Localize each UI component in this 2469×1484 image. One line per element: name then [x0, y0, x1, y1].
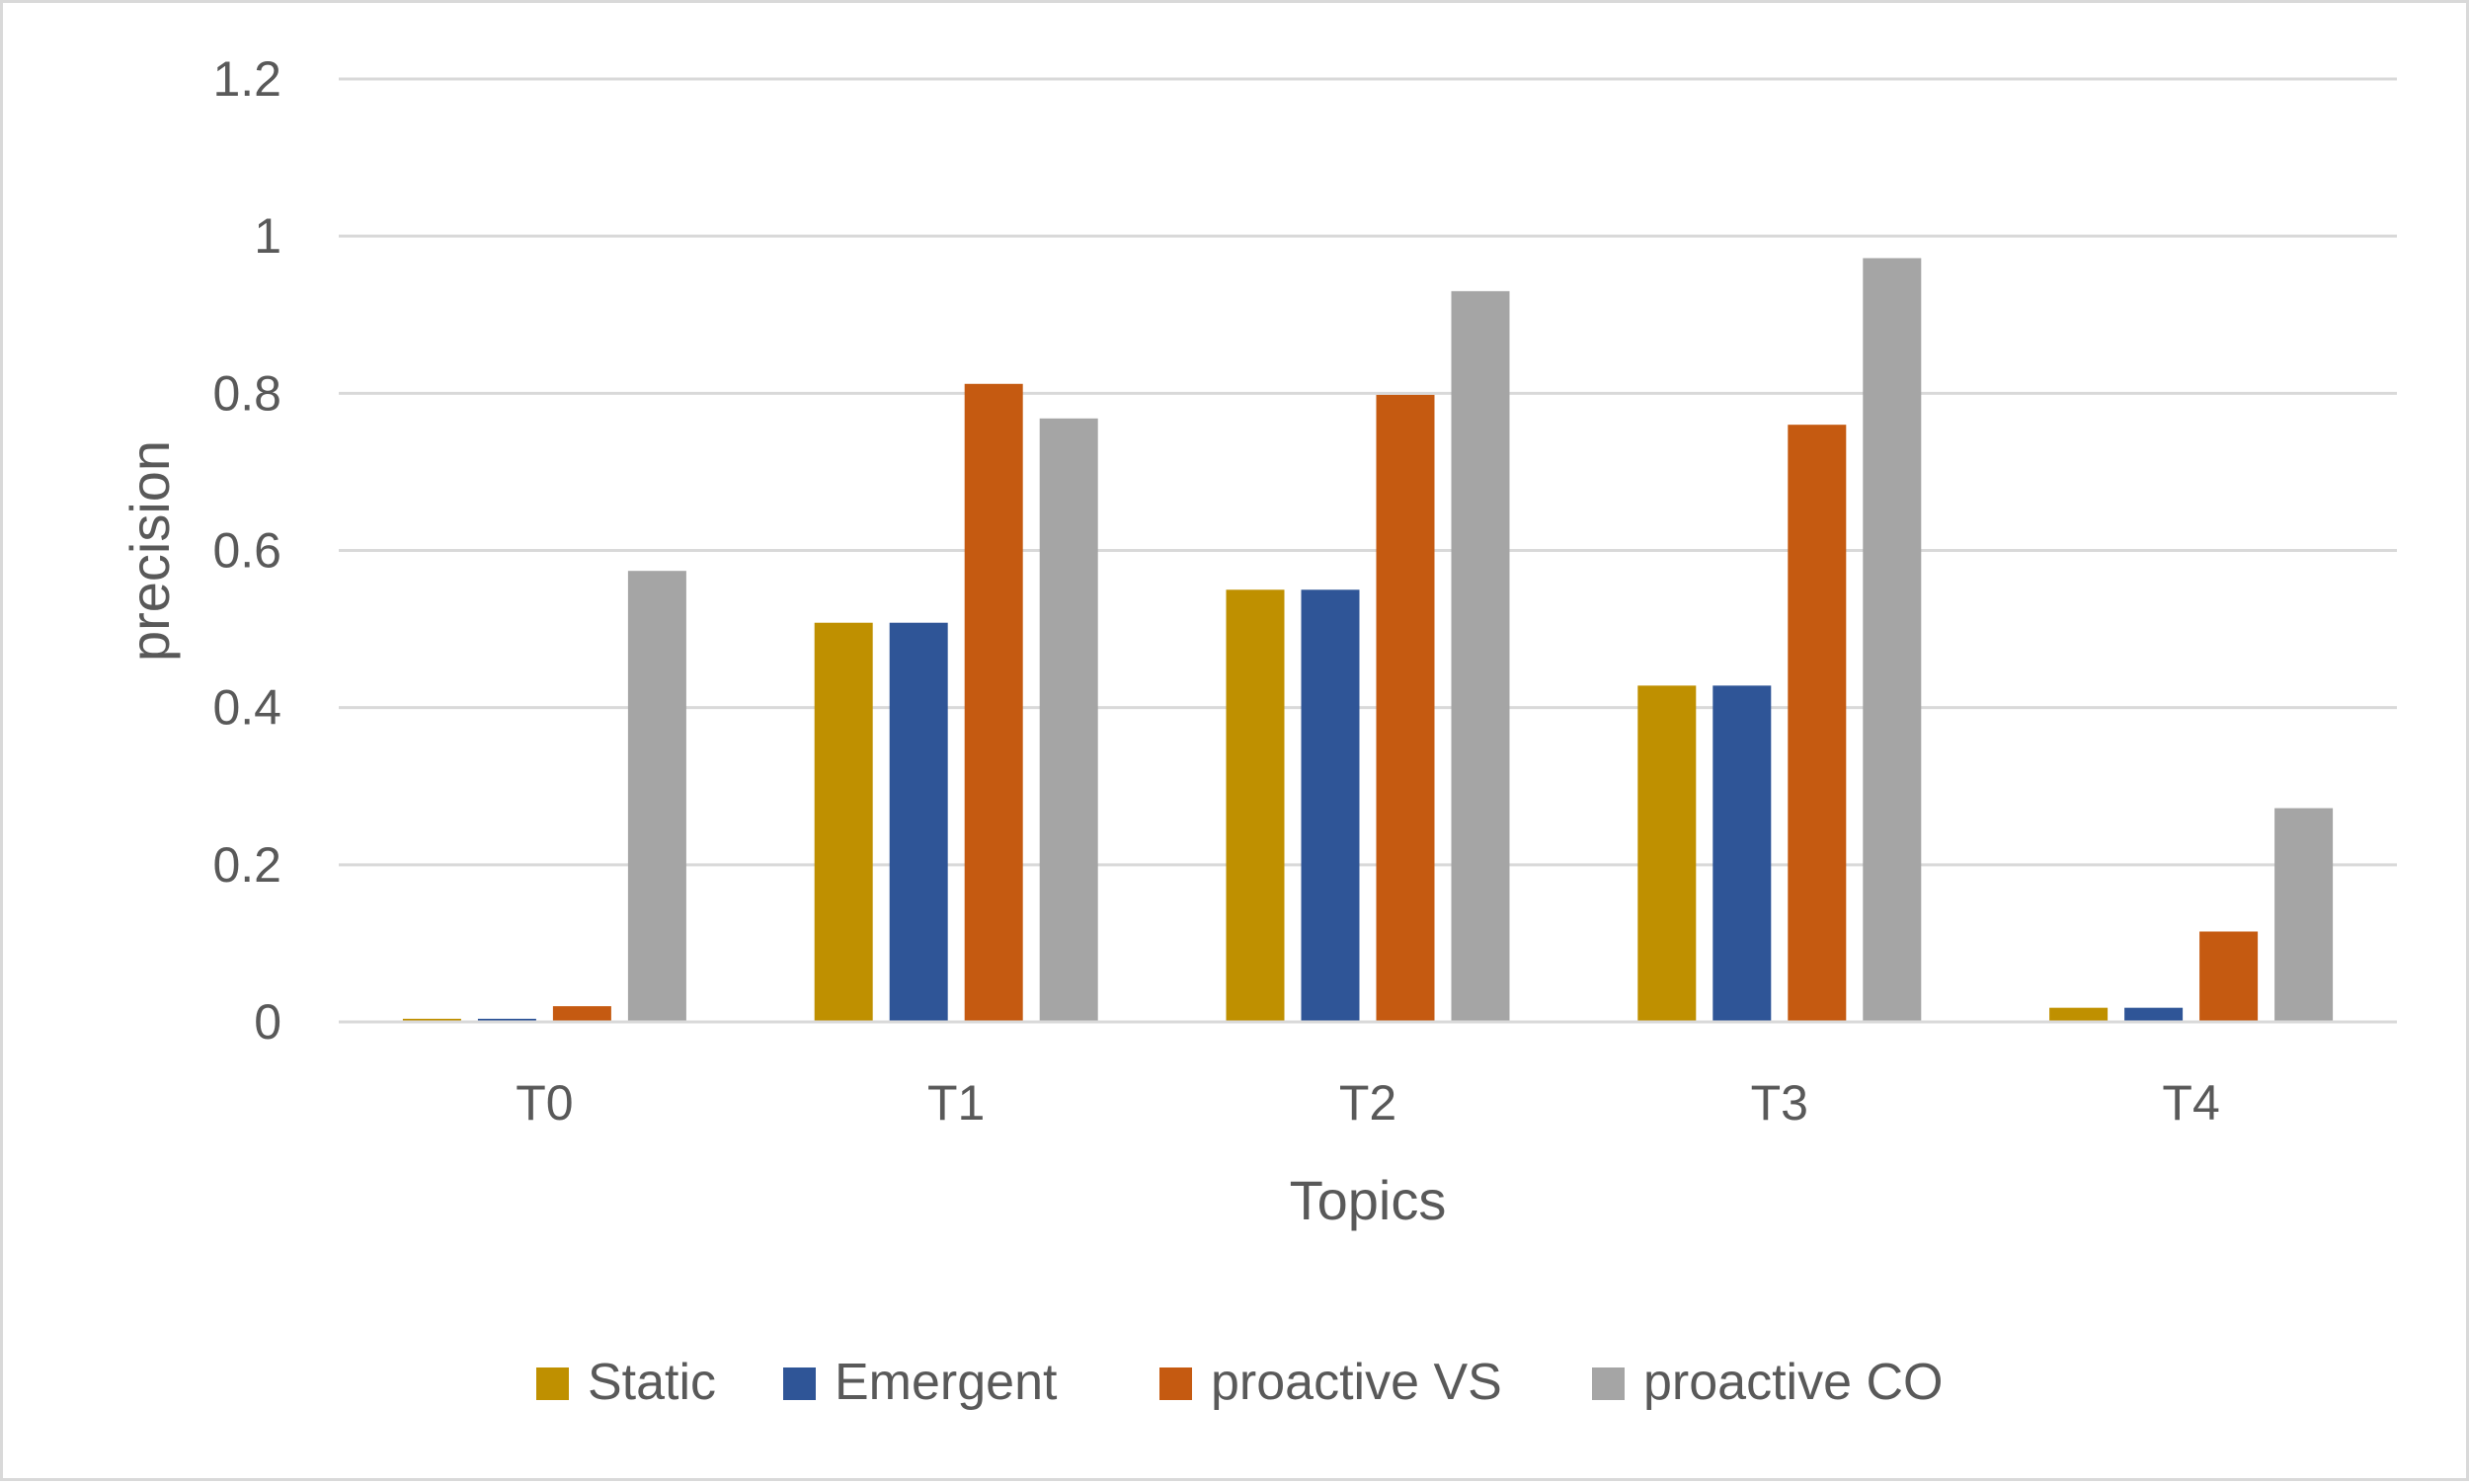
y-tick-label: 1.2 — [212, 51, 281, 107]
bar-emergent-t3 — [1712, 685, 1772, 1022]
y-tick-label: 0.8 — [212, 365, 281, 421]
x-axis-ticks: T0 T1 T2 T3 T4 — [516, 1075, 2220, 1131]
x-tick-label: T2 — [1339, 1075, 1396, 1131]
legend-label: Static — [588, 1354, 716, 1411]
bar-emergent-t4 — [2124, 1007, 2184, 1022]
bar-static-t3 — [1637, 685, 1697, 1022]
y-tick-label: 1 — [254, 208, 281, 264]
bar-proactive-co-t3 — [1863, 258, 1922, 1022]
x-tick-label: T0 — [516, 1075, 573, 1131]
x-axis-title: Topics — [1290, 1169, 1447, 1231]
x-tick-label: T4 — [2162, 1075, 2219, 1131]
y-tick-label: 0.4 — [212, 680, 281, 736]
legend-swatch — [1592, 1367, 1625, 1400]
legend-swatch — [1159, 1367, 1192, 1400]
bar-static-t4 — [2049, 1007, 2109, 1022]
legend: Static Emergent proactive VS proactive CO — [536, 1354, 1943, 1411]
bar-proactive-vs-t2 — [1376, 394, 1435, 1022]
y-axis-title: precision — [119, 440, 181, 662]
legend-swatch — [783, 1367, 816, 1400]
legend-swatch — [536, 1367, 569, 1400]
bar-proactive-co-t2 — [1451, 290, 1510, 1022]
bar-static-t2 — [1226, 589, 1285, 1022]
bar-proactive-co-t0 — [627, 571, 686, 1022]
bar-proactive-vs-t3 — [1788, 425, 1847, 1023]
bars — [339, 258, 2397, 1024]
bar-proactive-vs-t0 — [552, 1006, 611, 1022]
y-tick-label: 0.6 — [212, 523, 281, 579]
legend-label: Emergent — [835, 1354, 1058, 1411]
y-axis-ticks: 0 0.2 0.4 0.6 0.8 1 1.2 — [212, 51, 281, 1050]
bar-proactive-co-t4 — [2274, 808, 2334, 1022]
bar-chart: 0 0.2 0.4 0.6 0.8 1 1.2 T0 T1 T2 T3 T4 precision T… — [119, 51, 2397, 1411]
bar-proactive-vs-t1 — [964, 383, 1023, 1022]
bar-static-t0 — [402, 1018, 461, 1022]
bar-proactive-co-t1 — [1039, 418, 1098, 1022]
y-tick-label: 0.2 — [212, 837, 281, 893]
bar-emergent-t2 — [1301, 589, 1360, 1022]
y-tick-label: 0 — [254, 994, 281, 1050]
bar-proactive-vs-t4 — [2199, 931, 2259, 1022]
bar-static-t1 — [814, 622, 873, 1022]
bar-emergent-t1 — [889, 622, 948, 1022]
x-tick-label: T3 — [1751, 1075, 1808, 1131]
legend-label: proactive CO — [1643, 1354, 1943, 1411]
legend-label: proactive VS — [1211, 1354, 1502, 1411]
bar-emergent-t0 — [477, 1018, 536, 1022]
x-tick-label: T1 — [927, 1075, 985, 1131]
